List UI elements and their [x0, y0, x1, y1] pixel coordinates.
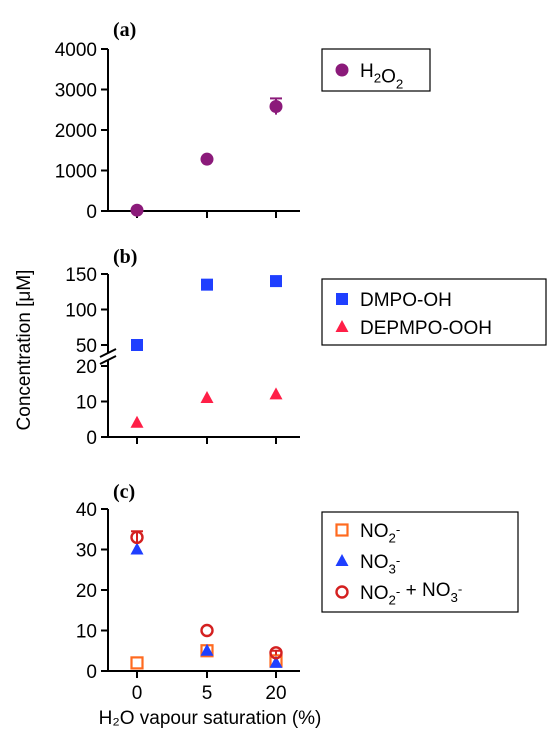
data-point [130, 656, 144, 670]
legend-box [321, 511, 519, 613]
legend-marker [335, 554, 349, 566]
y-tick-label: 0 [86, 662, 97, 683]
legend-label: NO3- [360, 552, 400, 577]
y-tick-label: 50 [76, 336, 97, 357]
panel-label: (c) [113, 481, 135, 503]
data-point [200, 152, 214, 166]
y-tick-label: 10 [76, 622, 97, 643]
x-tick-label: 5 [202, 683, 213, 704]
data-point [200, 390, 214, 403]
legend-label: NO2- + NO3- [360, 580, 462, 608]
legend-marker [335, 523, 349, 537]
y-tick-label: 0 [86, 428, 97, 449]
legend-marker [336, 293, 348, 305]
data-point [269, 387, 283, 400]
data-point [200, 623, 214, 638]
legend-marker [335, 585, 349, 599]
data-point [270, 275, 282, 288]
shared-xlabel: H₂O vapour saturation (%) [99, 708, 322, 729]
legend-marker [335, 320, 349, 332]
data-point [269, 655, 283, 668]
y-tick-label: 20 [76, 357, 97, 378]
data-point [131, 339, 143, 351]
y-tick-label: 1000 [55, 162, 97, 183]
x-tick-label: 0 [132, 683, 143, 704]
y-tick-label: 0 [86, 202, 97, 223]
legend-box [321, 278, 547, 346]
y-tick-label: 100 [65, 301, 97, 322]
axis-break-mark [99, 355, 117, 365]
y-tick-label: 3000 [55, 81, 97, 102]
shared-ylabel: Concentration [μM] [14, 270, 35, 431]
panel-a: 0 1000 2000 3000 4000 (a) H2O2 [55, 19, 431, 223]
y-tick-label: 4000 [55, 40, 97, 61]
panel-b: 50 100 150 0 10 20 (b) DMPO-OH DEPMPO-OOH [65, 246, 547, 449]
y-tick-label: 30 [76, 541, 97, 562]
y-tick-label: 10 [76, 393, 97, 414]
panel-label: (b) [113, 246, 137, 268]
data-point [130, 530, 144, 545]
data-point [269, 646, 283, 660]
panel-c: 0 10 20 30 40 0 5 20 (c) NO2- NO3- NO2- + NO3- [76, 481, 519, 704]
y-tick-label: 20 [76, 581, 97, 602]
x-tick-label: 20 [265, 683, 286, 704]
data-point [130, 203, 144, 217]
panel-label: (a) [113, 19, 136, 41]
legend-label: DMPO-OH [360, 290, 452, 311]
data-point [130, 415, 144, 428]
data-point [200, 643, 214, 656]
y-tick-label: 150 [65, 265, 97, 286]
legend-label: H2O2 [360, 61, 403, 91]
axis-break-mark [99, 348, 117, 358]
data-point [269, 100, 283, 114]
legend-marker [335, 63, 349, 77]
legend-label: DEPMPO-OOH [360, 318, 492, 339]
legend-label: NO2- [360, 521, 400, 546]
data-point [130, 542, 144, 555]
data-point [201, 278, 213, 291]
y-tick-label: 40 [76, 500, 97, 521]
y-tick-label: 2000 [55, 121, 97, 142]
